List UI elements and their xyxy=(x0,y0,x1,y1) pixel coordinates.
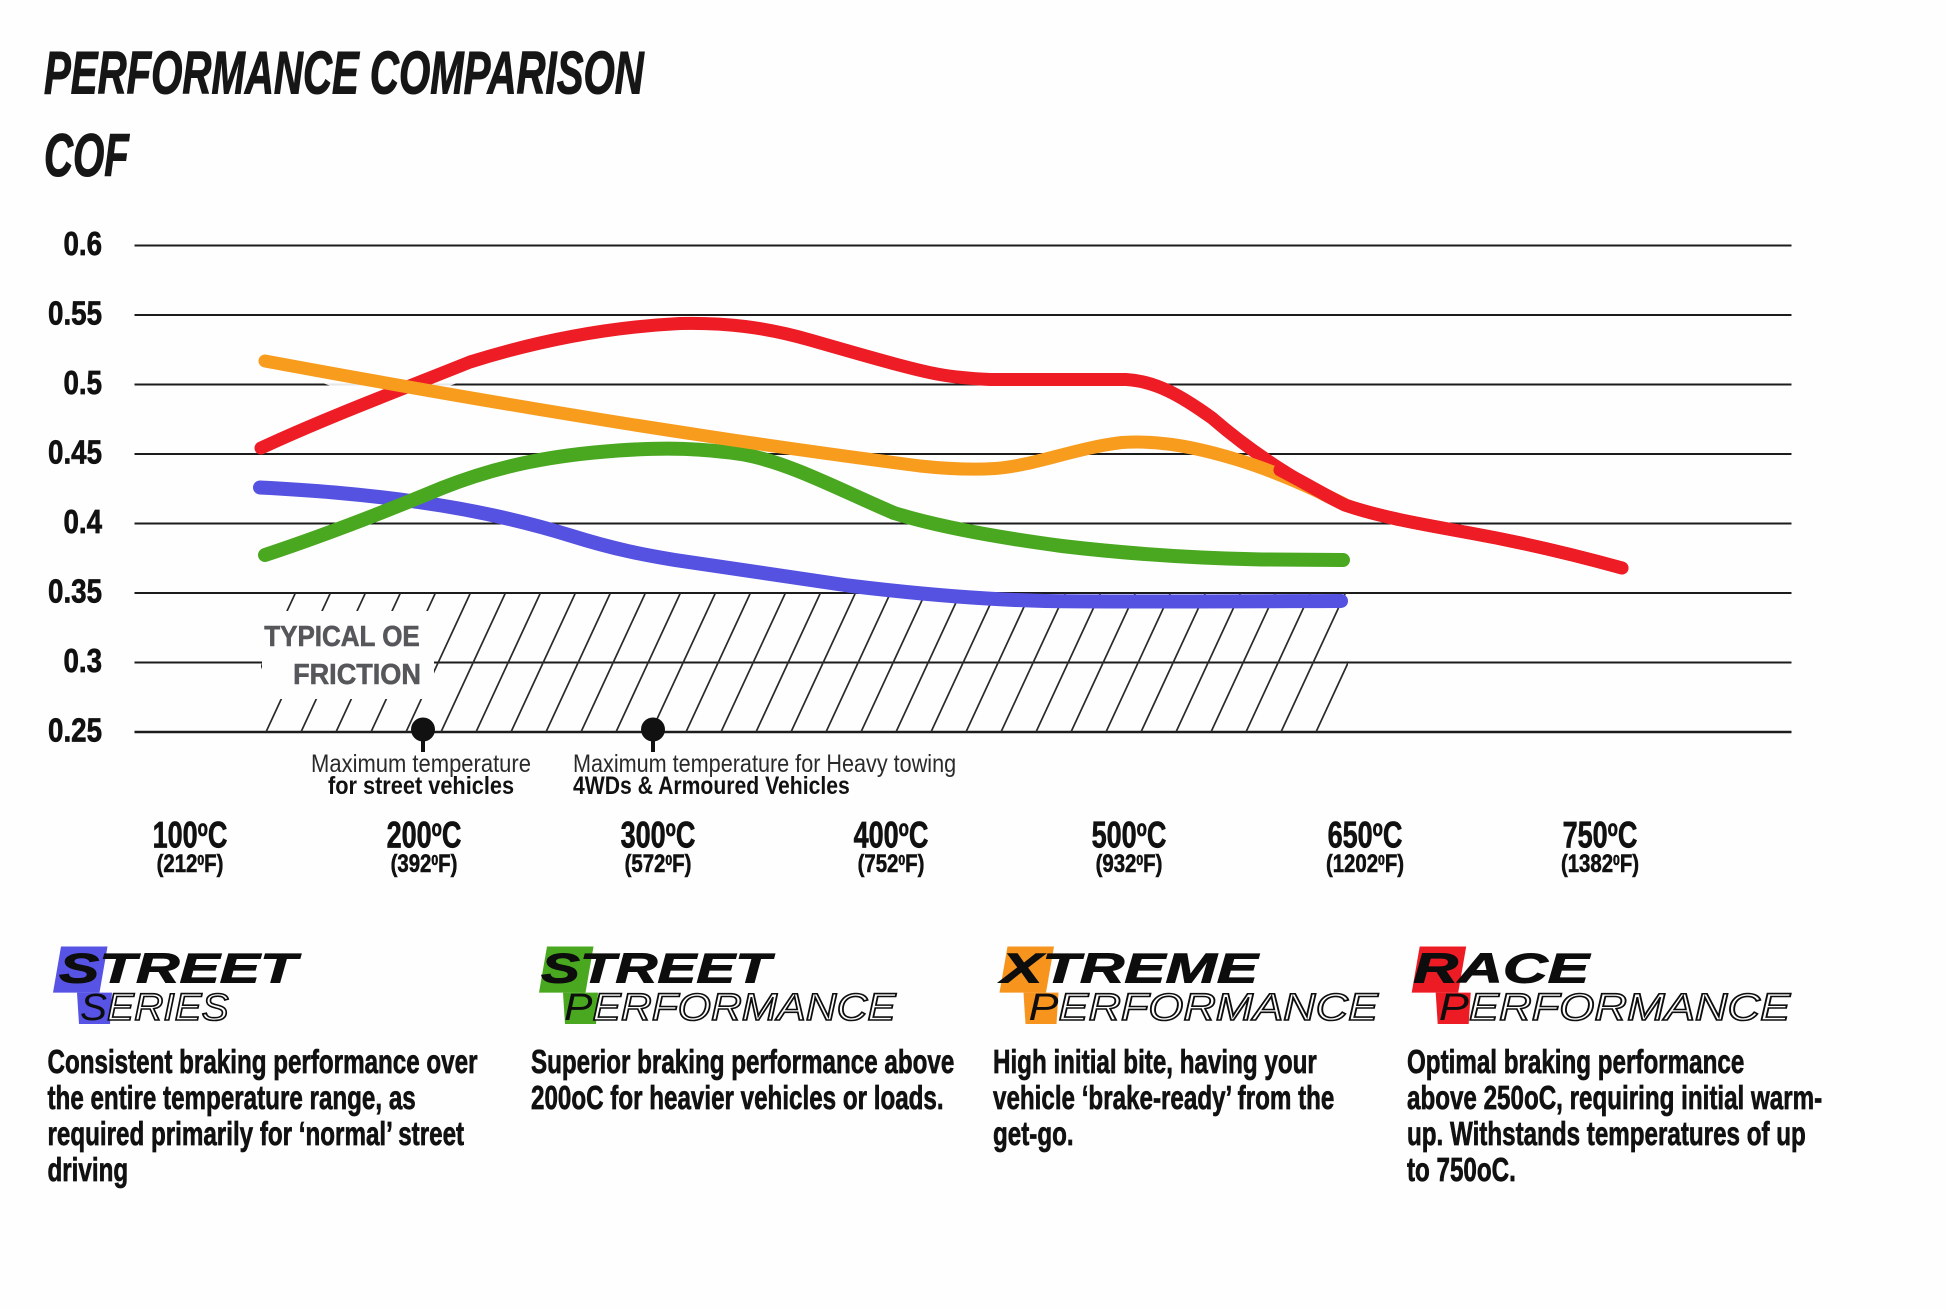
svg-text:vehicle ‘brake-ready’ from the: vehicle ‘brake-ready’ from the xyxy=(993,1080,1334,1116)
svg-text:Superior braking performance a: Superior braking performance above xyxy=(531,1044,954,1080)
svg-text:0.5: 0.5 xyxy=(63,365,102,402)
svg-text:driving: driving xyxy=(48,1152,129,1188)
svg-text:the entire temperature range,: the entire temperature range, as xyxy=(48,1080,416,1116)
svg-text:for street vehicles: for street vehicles xyxy=(328,772,514,800)
svg-text:400oC: 400oC xyxy=(854,814,929,855)
svg-text:(2120F): (2120F) xyxy=(157,849,224,878)
svg-text:0.55: 0.55 xyxy=(48,295,102,332)
svg-text:COF: COF xyxy=(44,122,130,189)
svg-text:PERFORMANCE: PERFORMANCE xyxy=(564,985,897,1028)
svg-text:0.3: 0.3 xyxy=(63,643,102,680)
svg-text:750oC: 750oC xyxy=(1563,814,1638,855)
svg-text:Optimal braking performance: Optimal braking performance xyxy=(1407,1044,1744,1080)
svg-text:above 250oC, requiring initial: above 250oC, requiring initial warm- xyxy=(1407,1080,1822,1116)
svg-text:High initial bite, having your: High initial bite, having your xyxy=(993,1044,1317,1080)
svg-text:PERFORMANCE: PERFORMANCE xyxy=(1439,985,1792,1028)
svg-text:0.6: 0.6 xyxy=(63,226,102,263)
svg-text:RACE: RACE xyxy=(1413,945,1591,992)
svg-text:up. Withstands temperatures of: up. Withstands temperatures of up xyxy=(1407,1116,1806,1152)
svg-text:300oC: 300oC xyxy=(621,814,696,855)
svg-text:100oC: 100oC xyxy=(153,814,228,855)
svg-text:SERIES: SERIES xyxy=(80,986,229,1029)
svg-text:0.35: 0.35 xyxy=(48,573,102,610)
svg-text:500oC: 500oC xyxy=(1092,814,1167,855)
svg-text:PERFORMANCE COMPARISON: PERFORMANCE COMPARISON xyxy=(44,40,645,107)
svg-text:Maximum temperature for Heavy: Maximum temperature for Heavy towing xyxy=(573,750,956,778)
svg-text:650oC: 650oC xyxy=(1328,814,1403,855)
svg-text:PERFORMANCE: PERFORMANCE xyxy=(1029,985,1380,1028)
svg-text:(9320F): (9320F) xyxy=(1096,849,1163,878)
svg-text:0.25: 0.25 xyxy=(48,712,102,749)
svg-text:200oC: 200oC xyxy=(387,814,462,855)
svg-text:Consistent braking performance: Consistent braking performance over xyxy=(48,1044,478,1080)
svg-text:(7520F): (7520F) xyxy=(858,849,925,878)
svg-text:TYPICAL OE: TYPICAL OE xyxy=(264,620,420,653)
svg-text:0.45: 0.45 xyxy=(48,434,102,471)
svg-text:FRICTION: FRICTION xyxy=(293,658,421,690)
svg-text:Maximum temperature: Maximum temperature xyxy=(311,750,531,778)
svg-text:to 750oC.: to 750oC. xyxy=(1407,1152,1516,1188)
svg-text:STREET: STREET xyxy=(541,944,775,991)
svg-text:(12020F): (12020F) xyxy=(1326,849,1404,878)
svg-text:XTREME: XTREME xyxy=(998,945,1260,992)
svg-text:STREET: STREET xyxy=(59,945,302,992)
svg-text:4WDs & Armoured Vehicles: 4WDs & Armoured Vehicles xyxy=(573,771,850,799)
svg-text:required primarily for ‘normal: required primarily for ‘normal’ street xyxy=(48,1116,465,1152)
svg-text:get-go.: get-go. xyxy=(993,1116,1074,1152)
svg-text:(3920F): (3920F) xyxy=(391,849,458,878)
svg-text:(13820F): (13820F) xyxy=(1561,849,1639,878)
svg-text:(5720F): (5720F) xyxy=(625,849,692,878)
svg-text:200oC for heavier vehicles or: 200oC for heavier vehicles or loads. xyxy=(531,1080,944,1116)
svg-text:0.4: 0.4 xyxy=(63,504,102,541)
